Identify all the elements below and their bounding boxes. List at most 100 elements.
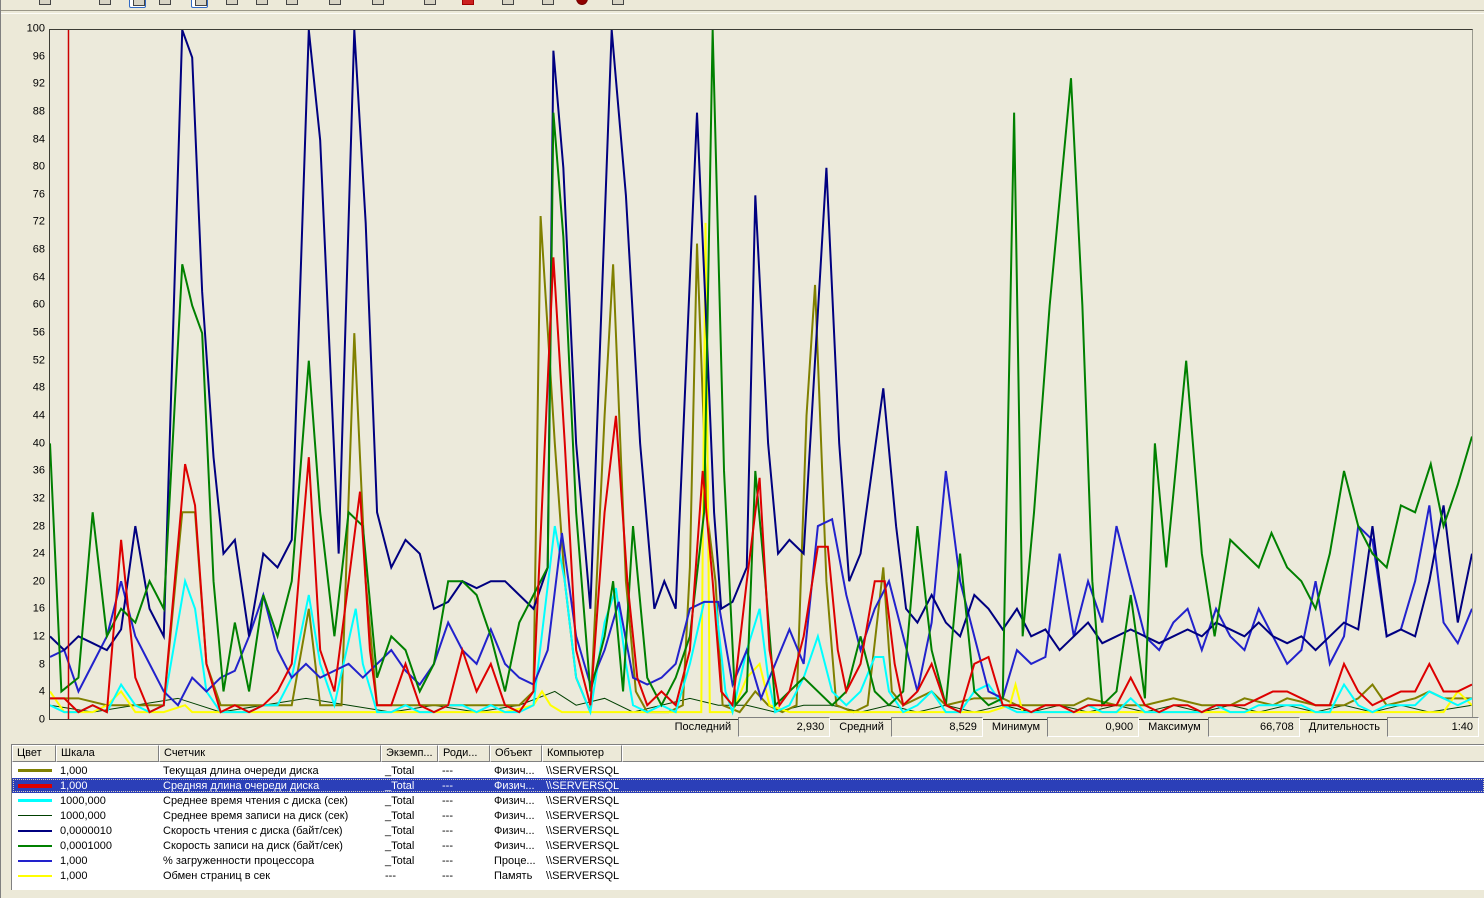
computer-cell: \\SERVERSQL xyxy=(546,779,620,792)
scale-cell: 1000,000 xyxy=(60,794,106,807)
color-swatch xyxy=(18,844,52,847)
y-tick-label: 92 xyxy=(32,77,45,90)
counter-cell: Обмен страниц в сек xyxy=(163,869,271,882)
stat-Максимум: Максимум 66,708 xyxy=(1148,717,1300,737)
object-cell: Физич... xyxy=(494,824,535,837)
legend-row[interactable]: 1,000 Текущая длина очереди диска _Total --… xyxy=(12,763,1484,778)
legend-row[interactable]: 1,000 Средняя длина очереди диска _Total --… xyxy=(12,778,1484,793)
delete-counter-button[interactable] xyxy=(326,0,343,8)
instance-cell: _Total xyxy=(385,779,415,792)
legend-row[interactable]: 1000,000 Среднее время записи на диск (се… xyxy=(12,808,1484,823)
instance-cell: _Total xyxy=(385,854,415,867)
update-data-icon xyxy=(576,0,588,5)
y-tick-label: 28 xyxy=(32,519,45,532)
view-chart-icon xyxy=(195,0,207,6)
legend-column-header[interactable]: Компьютер xyxy=(542,745,622,762)
stat-Длительность: Длительность 1:40 xyxy=(1309,717,1479,737)
color-swatch xyxy=(18,799,52,802)
color-swatch-cell xyxy=(12,859,56,862)
add-counters-icon xyxy=(286,0,298,5)
highlight-button[interactable] xyxy=(369,0,386,8)
stat-label: Средний xyxy=(839,721,884,733)
color-swatch xyxy=(18,815,52,816)
stat-value: 0,900 xyxy=(1105,721,1134,733)
clear-display-button[interactable] xyxy=(96,0,113,8)
view-log-file-data-button[interactable] xyxy=(156,0,173,8)
color-swatch xyxy=(18,829,52,832)
counter-cell: Среднее время чтения с диска (сек) xyxy=(163,794,348,807)
stat-Минимум: Минимум 0,900 xyxy=(991,717,1140,737)
parent-cell: --- xyxy=(442,869,453,882)
stat-value: 66,708 xyxy=(1260,721,1294,733)
view-report-button[interactable] xyxy=(253,0,270,8)
object-cell: Физич... xyxy=(494,764,535,777)
instance-cell: _Total xyxy=(385,839,415,852)
color-swatch-cell xyxy=(12,799,56,802)
instance-cell: _Total xyxy=(385,809,415,822)
y-tick-label: 76 xyxy=(32,188,45,201)
y-tick-label: 60 xyxy=(32,298,45,311)
stat-value-box: 66,708 xyxy=(1207,717,1300,737)
scale-cell: 1000,000 xyxy=(60,809,106,822)
legend-column-header[interactable]: Шкала xyxy=(56,745,159,762)
stat-value-box: 8,529 xyxy=(890,717,983,737)
counter-cell: Средняя длина очереди диска xyxy=(163,779,320,792)
view-chart-button[interactable] xyxy=(191,0,208,8)
stat-label: Минимум xyxy=(991,721,1041,733)
add-counters-button[interactable] xyxy=(283,0,300,8)
update-data-button[interactable] xyxy=(573,0,590,8)
computer-cell: \\SERVERSQL xyxy=(546,794,620,807)
copy-properties-icon xyxy=(424,0,436,5)
paste-counter-list-button[interactable] xyxy=(459,0,476,8)
parent-cell: --- xyxy=(442,854,453,867)
legend-row[interactable]: 0,0000010 Скорость чтения с диска (байт/с… xyxy=(12,823,1484,838)
scale-cell: 1,000 xyxy=(60,869,88,882)
scale-cell: 1,000 xyxy=(60,764,88,777)
chart-plot-area[interactable] xyxy=(49,29,1473,720)
counter-cell: Текущая длина очереди диска xyxy=(163,764,319,777)
freeze-display-button[interactable] xyxy=(539,0,556,8)
properties-button[interactable] xyxy=(499,0,516,8)
chart-lines xyxy=(50,30,1472,719)
color-swatch xyxy=(18,769,52,772)
object-cell: Проце... xyxy=(494,854,536,867)
view-current-activity-button[interactable] xyxy=(129,0,146,8)
color-swatch xyxy=(18,859,52,862)
legend-column-header[interactable]: Экземп... xyxy=(381,745,438,762)
y-tick-label: 36 xyxy=(32,464,45,477)
computer-cell: \\SERVERSQL xyxy=(546,839,620,852)
computer-cell: \\SERVERSQL xyxy=(546,824,620,837)
copy-properties-button[interactable] xyxy=(421,0,438,8)
y-tick-label: 20 xyxy=(32,575,45,588)
counter-cell: Скорость записи на диск (байт/сек) xyxy=(163,839,343,852)
instance-cell: _Total xyxy=(385,824,415,837)
new-counter-set-button[interactable] xyxy=(36,0,53,8)
counter-cell: Скорость чтения с диска (байт/сек) xyxy=(163,824,343,837)
legend-column-header[interactable]: Счетчик xyxy=(159,745,381,762)
scale-cell: 0,0000010 xyxy=(60,824,112,837)
y-tick-label: 96 xyxy=(32,50,45,63)
series-line xyxy=(50,30,1472,705)
value-bar: Последний 2,930 Средний 8,529 Минимум 0,900 Ма… xyxy=(1,715,1479,739)
help-button[interactable] xyxy=(609,0,626,8)
paste-counter-list-icon xyxy=(462,0,474,5)
y-tick-label: 4 xyxy=(38,685,45,698)
color-swatch-cell xyxy=(12,874,56,877)
legend-row[interactable]: 1,000 % загруженности процессора _Total ---… xyxy=(12,853,1484,868)
legend-row[interactable]: 1,000 Обмен страниц в сек --- --- Память \\SE… xyxy=(12,868,1484,883)
series-line xyxy=(50,471,1472,705)
object-cell: Физич... xyxy=(494,839,535,852)
legend-row[interactable]: 0,0001000 Скорость записи на диск (байт/с… xyxy=(12,838,1484,853)
legend-column-header[interactable]: Роди... xyxy=(438,745,490,762)
legend-column-header[interactable]: Цвет xyxy=(12,745,56,762)
stat-value-box: 0,900 xyxy=(1047,717,1140,737)
y-tick-label: 100 xyxy=(26,22,45,35)
legend-column-header[interactable]: Объект xyxy=(490,745,542,762)
stat-value-box: 2,930 xyxy=(738,717,831,737)
legend-row[interactable]: 1000,000 Среднее время чтения с диска (се… xyxy=(12,793,1484,808)
series-line xyxy=(50,216,1472,712)
instance-cell: _Total xyxy=(385,764,415,777)
view-histogram-button[interactable] xyxy=(223,0,240,8)
series-line xyxy=(50,30,1472,650)
